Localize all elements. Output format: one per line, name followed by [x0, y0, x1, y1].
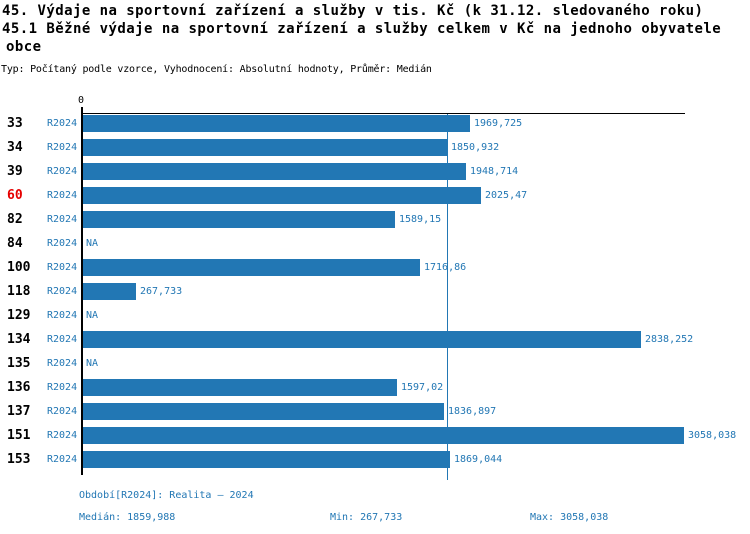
- row-value-label: 1836,897: [448, 406, 497, 417]
- row-value-label: 1597,02: [401, 382, 444, 393]
- row-series-label: R2024: [47, 286, 78, 297]
- row-series-label: R2024: [47, 358, 78, 369]
- row-series-label: R2024: [47, 262, 78, 273]
- row-value-label: 1969,725: [474, 118, 523, 129]
- row-category-label: 60: [7, 188, 23, 203]
- chart-row: 153 R2024 1869,044: [0, 451, 750, 468]
- row-bar: [83, 115, 470, 132]
- footer-min-stat: Min: 267,733: [330, 512, 403, 523]
- page-subtitle-wrap: obce: [6, 39, 42, 55]
- chart-row: 118 R2024 267,733: [0, 283, 750, 300]
- median-line: [447, 114, 448, 480]
- row-value-label: 1850,932: [451, 142, 500, 153]
- row-value-label: 1716,86: [424, 262, 467, 273]
- row-category-label: 129: [7, 308, 31, 323]
- chart-row: 60 R2024 2025,47: [0, 187, 750, 204]
- row-bar: [83, 211, 395, 228]
- row-value-label: 1589,15: [399, 214, 442, 225]
- chart-row: 134 R2024 2838,252: [0, 331, 750, 348]
- row-category-label: 153: [7, 452, 31, 467]
- row-value-label: 1869,044: [454, 454, 503, 465]
- y-axis-line: [81, 107, 83, 475]
- row-category-label: 137: [7, 404, 31, 419]
- chart-row: 34 R2024 1850,932: [0, 139, 750, 156]
- row-bar: [83, 379, 397, 396]
- chart-row: 137 R2024 1836,897: [0, 403, 750, 420]
- row-bar: [83, 259, 420, 276]
- row-series-label: R2024: [47, 382, 78, 393]
- row-category-label: 136: [7, 380, 31, 395]
- chart-row: 33 R2024 1969,725: [0, 115, 750, 132]
- chart-row: 39 R2024 1948,714: [0, 163, 750, 180]
- chart-row: 100 R2024 1716,86: [0, 259, 750, 276]
- row-na-label: NA: [86, 238, 99, 249]
- chart-row: 136 R2024 1597,02: [0, 379, 750, 396]
- x-axis-line: [81, 113, 685, 114]
- row-category-label: 84: [7, 236, 23, 251]
- row-category-label: 134: [7, 332, 31, 347]
- row-value-label: 267,733: [140, 286, 183, 297]
- chart-meta-line: Typ: Počítaný podle vzorce, Vyhodnocení:…: [1, 64, 432, 75]
- row-value-label: 2025,47: [485, 190, 528, 201]
- row-series-label: R2024: [47, 334, 78, 345]
- page-title: 45. Výdaje na sportovní zařízení a služb…: [2, 3, 704, 19]
- row-bar: [83, 187, 481, 204]
- row-na-label: NA: [86, 310, 99, 321]
- row-category-label: 82: [7, 212, 23, 227]
- row-category-label: 100: [7, 260, 31, 275]
- row-category-label: 39: [7, 164, 23, 179]
- footer-median-stat: Medián: 1859,988: [79, 512, 176, 523]
- row-series-label: R2024: [47, 118, 78, 129]
- row-series-label: R2024: [47, 430, 78, 441]
- row-series-label: R2024: [47, 214, 78, 225]
- row-series-label: R2024: [47, 310, 78, 321]
- row-category-label: 33: [7, 116, 23, 131]
- chart-row: 82 R2024 1589,15: [0, 211, 750, 228]
- row-series-label: R2024: [47, 166, 78, 177]
- row-series-label: R2024: [47, 238, 78, 249]
- chart-row: 151 R2024 3058,038: [0, 427, 750, 444]
- row-na-label: NA: [86, 358, 99, 369]
- chart-row: 135 R2024 NA: [0, 355, 750, 372]
- footer-max-stat: Max: 3058,038: [530, 512, 609, 523]
- row-category-label: 151: [7, 428, 31, 443]
- row-value-label: 2838,252: [645, 334, 694, 345]
- row-bar: [83, 283, 136, 300]
- row-value-label: 3058,038: [688, 430, 737, 441]
- row-bar: [83, 403, 444, 420]
- row-bar: [83, 427, 684, 444]
- row-category-label: 118: [7, 284, 31, 299]
- row-series-label: R2024: [47, 142, 78, 153]
- row-series-label: R2024: [47, 454, 78, 465]
- chart-row: 129 R2024 NA: [0, 307, 750, 324]
- row-bar: [83, 139, 447, 156]
- chart-row: 84 R2024 NA: [0, 235, 750, 252]
- row-category-label: 34: [7, 140, 23, 155]
- row-bar: [83, 331, 641, 348]
- row-bar: [83, 451, 450, 468]
- row-series-label: R2024: [47, 190, 78, 201]
- row-series-label: R2024: [47, 406, 78, 417]
- footer-period: Období[R2024]: Realita – 2024: [79, 490, 254, 501]
- page-subtitle: 45.1 Běžné výdaje na sportovní zařízení …: [2, 21, 722, 37]
- x-axis-zero-label: 0: [77, 95, 85, 106]
- row-value-label: 1948,714: [470, 166, 519, 177]
- row-bar: [83, 163, 466, 180]
- row-category-label: 135: [7, 356, 31, 371]
